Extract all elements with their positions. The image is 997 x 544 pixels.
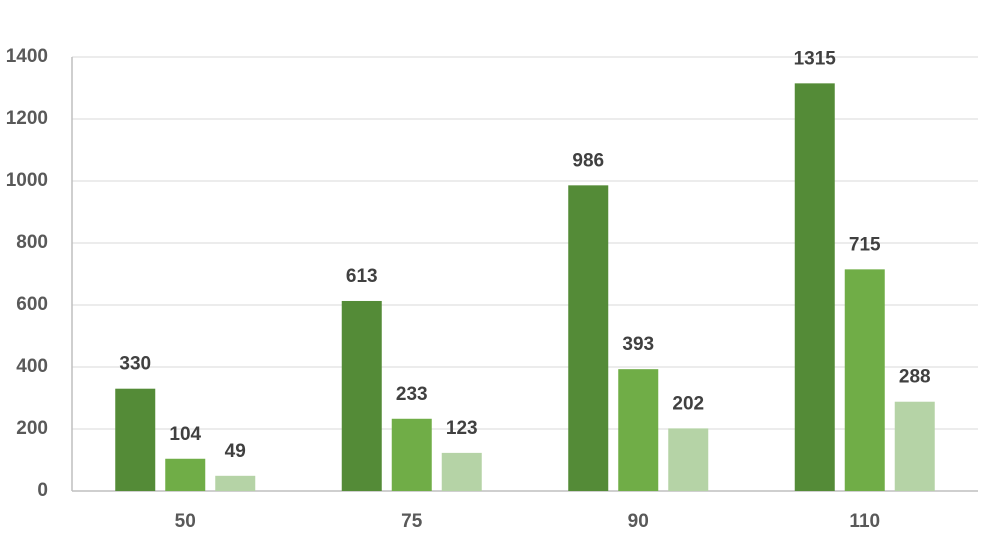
value-label: 1315 bbox=[794, 48, 837, 69]
bar bbox=[794, 83, 835, 491]
value-label: 715 bbox=[849, 234, 881, 255]
y-tick-label: 1200 bbox=[6, 108, 48, 129]
bar bbox=[668, 428, 709, 491]
value-label: 288 bbox=[899, 367, 931, 388]
bar bbox=[568, 185, 609, 491]
bar bbox=[341, 300, 382, 491]
x-tick-label: 75 bbox=[401, 511, 423, 532]
bar bbox=[441, 452, 482, 491]
bar bbox=[165, 458, 206, 491]
y-tick-label: 1000 bbox=[6, 170, 48, 191]
bar bbox=[894, 401, 935, 491]
value-label: 49 bbox=[225, 441, 246, 462]
bar bbox=[844, 269, 885, 491]
value-label: 613 bbox=[346, 266, 378, 287]
value-label: 202 bbox=[672, 393, 704, 414]
y-tick-label: 400 bbox=[16, 356, 48, 377]
bar bbox=[115, 388, 156, 491]
bar bbox=[618, 369, 659, 491]
value-label: 123 bbox=[446, 418, 478, 439]
x-tick-label: 110 bbox=[849, 511, 880, 532]
bar bbox=[215, 475, 256, 491]
y-tick-label: 600 bbox=[16, 294, 48, 315]
y-tick-label: 1400 bbox=[6, 46, 48, 67]
value-label: 986 bbox=[572, 150, 604, 171]
value-label: 104 bbox=[169, 424, 201, 445]
y-tick-label: 200 bbox=[16, 418, 48, 439]
value-label: 393 bbox=[622, 334, 654, 355]
bar bbox=[391, 418, 432, 491]
x-tick-label: 50 bbox=[175, 511, 196, 532]
x-tick-label: 90 bbox=[628, 511, 649, 532]
y-tick-label: 0 bbox=[37, 480, 48, 501]
y-tick-label: 800 bbox=[16, 232, 48, 253]
value-label: 233 bbox=[396, 384, 428, 405]
value-label: 330 bbox=[119, 354, 151, 375]
